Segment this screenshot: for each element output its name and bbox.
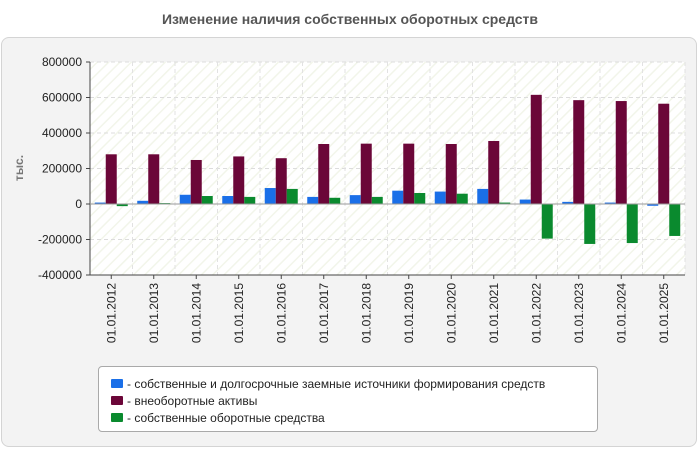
bar-sources <box>137 200 149 204</box>
y-tick-label: -200000 <box>38 233 82 247</box>
bar-sources <box>477 188 489 204</box>
y-tick-label: 600000 <box>42 91 82 105</box>
x-tick-label: 01.01.2017 <box>317 283 331 343</box>
y-tick-label: 400000 <box>42 126 82 140</box>
bar-fixed-assets <box>190 159 202 204</box>
bar-sources <box>392 190 404 204</box>
bar-sources <box>94 202 106 204</box>
bar-working-capital <box>414 192 426 204</box>
x-tick-label: 01.01.2014 <box>189 283 203 343</box>
bar-fixed-assets <box>360 143 372 204</box>
legend-swatch-maroon <box>111 396 123 405</box>
bar-sources <box>604 202 616 204</box>
y-tick-label: 0 <box>75 197 82 211</box>
bar-fixed-assets <box>403 143 415 204</box>
legend-swatch-green <box>111 413 123 422</box>
bar-working-capital <box>499 202 511 204</box>
x-tick-label: 01.01.2023 <box>572 283 586 343</box>
x-tick-label: 01.01.2024 <box>614 283 628 343</box>
x-tick-label: 01.01.2013 <box>147 283 161 343</box>
bar-sources <box>307 196 319 204</box>
bar-fixed-assets <box>615 101 627 204</box>
bar-fixed-assets <box>275 158 287 204</box>
bar-working-capital <box>286 188 298 204</box>
bar-sources <box>647 204 659 206</box>
legend-item-fixed-assets: - внеоборотные активы <box>111 392 597 409</box>
x-tick-label: 01.01.2022 <box>529 283 543 343</box>
legend-label: - внеоборотные активы <box>127 393 258 408</box>
bar-fixed-assets <box>445 144 457 204</box>
bar-working-capital <box>116 204 128 207</box>
x-tick-label: 01.01.2025 <box>657 283 671 343</box>
y-axis-label: тыс. <box>12 155 26 181</box>
bar-working-capital <box>626 204 638 244</box>
legend-label: - собственные и долгосрочные заемные ист… <box>127 376 546 391</box>
bar-working-capital <box>669 204 681 236</box>
legend-item-sources: - собственные и долгосрочные заемные ист… <box>111 375 597 392</box>
legend-item-working-capital: - собственные оборотные средства <box>111 409 597 426</box>
bar-sources <box>562 201 574 204</box>
x-tick-label: 01.01.2016 <box>274 283 288 343</box>
bar-sources <box>349 195 361 204</box>
y-tick-label: -400000 <box>38 268 82 282</box>
bar-sources <box>434 191 446 204</box>
y-tick-label: 200000 <box>42 162 82 176</box>
bar-fixed-assets <box>658 103 670 204</box>
bar-sources <box>222 196 234 204</box>
bar-sources <box>519 199 531 204</box>
bar-fixed-assets <box>573 100 585 204</box>
bar-sources <box>264 188 276 204</box>
x-tick-label: 01.01.2015 <box>232 283 246 343</box>
bar-working-capital <box>541 204 553 239</box>
bar-fixed-assets <box>530 94 542 204</box>
chart-title: Изменение наличия собственных оборотных … <box>161 11 539 27</box>
bar-fixed-assets <box>105 154 117 204</box>
bar-fixed-assets <box>233 156 245 204</box>
bar-working-capital <box>244 196 256 204</box>
y-tick-label: 800000 <box>42 55 82 69</box>
bar-fixed-assets <box>318 144 330 204</box>
bar-working-capital <box>584 204 596 244</box>
x-tick-label: 01.01.2021 <box>487 283 501 343</box>
bar-working-capital <box>329 197 341 204</box>
legend-swatch-blue <box>111 379 123 388</box>
x-tick-label: 01.01.2012 <box>104 283 118 343</box>
x-tick-label: 01.01.2020 <box>444 283 458 343</box>
bar-sources <box>179 194 191 204</box>
chart-legend: - собственные и долгосрочные заемные ист… <box>98 366 598 432</box>
bar-fixed-assets <box>488 140 500 204</box>
bar-fixed-assets <box>148 154 160 204</box>
legend-label: - собственные оборотные средства <box>127 410 325 425</box>
x-tick-label: 01.01.2018 <box>359 283 373 343</box>
bar-working-capital <box>201 196 213 204</box>
x-tick-label: 01.01.2019 <box>402 283 416 343</box>
bar-working-capital <box>371 196 383 204</box>
bar-working-capital <box>456 193 468 204</box>
